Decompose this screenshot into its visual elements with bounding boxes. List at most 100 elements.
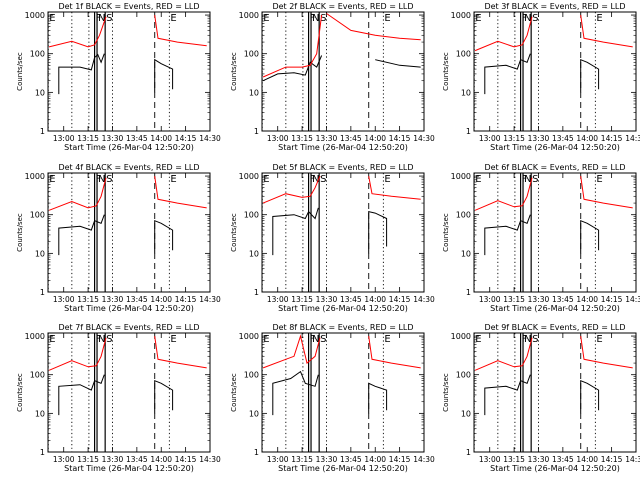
period-marker-label: E	[263, 334, 269, 345]
x-tick-label: 13:30	[316, 295, 338, 304]
x-tick-label: 13:00	[267, 134, 289, 143]
x-tick-label: 14:00	[364, 134, 386, 143]
x-tick-label: 13:45	[126, 295, 148, 304]
x-tick-label: 13:45	[552, 134, 574, 143]
y-tick-label: 1000	[239, 332, 259, 341]
lld-rate-line	[48, 177, 107, 211]
x-tick-label: 14:00	[150, 134, 172, 143]
panel-title: Det 4f BLACK = Events, RED = LLD	[58, 163, 199, 172]
x-tick-label: 13:30	[528, 455, 550, 464]
period-marker-label: E	[170, 13, 176, 24]
plot-frame	[473, 172, 637, 293]
lld-rate-line	[580, 15, 633, 48]
y-tick-label: 1	[40, 288, 45, 297]
y-axis-title: Counts/sec	[442, 373, 450, 412]
panel-title: Det 8f BLACK = Events, RED = LLD	[272, 323, 413, 332]
y-tick-label: 10	[461, 409, 471, 418]
events-rate-line	[58, 53, 105, 95]
lld-rate-line	[262, 15, 323, 78]
y-tick-label: 10	[35, 409, 45, 418]
x-tick-label: 13:45	[552, 455, 574, 464]
panel-title: Det 6f BLACK = Events, RED = LLD	[484, 163, 625, 172]
x-tick-label: 13:00	[53, 134, 75, 143]
detector-panel-7: Det 7f BLACK = Events, RED = LLD 1 10 100 10…	[16, 323, 221, 473]
y-tick-label: 1000	[25, 332, 45, 341]
events-rate-line	[368, 210, 388, 254]
x-tick-label: 13:45	[340, 295, 362, 304]
y-tick-label: 1	[466, 448, 471, 457]
x-tick-label: 14:30	[413, 295, 435, 304]
events-rate-line	[262, 55, 323, 82]
y-tick-label: 10	[461, 249, 471, 258]
x-axis-title: Start Time (26-Mar-04 12:50:20)	[64, 304, 194, 313]
period-marker-label: E	[596, 174, 602, 185]
x-tick-label: 14:30	[625, 134, 640, 143]
y-tick-label: 10	[35, 88, 45, 97]
period-marker-label: E	[475, 174, 481, 185]
x-tick-label: 13:45	[340, 134, 362, 143]
y-tick-label: 10	[249, 409, 259, 418]
lld-rate-line	[580, 176, 633, 209]
period-marker-label: N	[98, 334, 105, 345]
x-tick-label: 14:15	[601, 455, 623, 464]
lld-rate-line	[48, 337, 107, 371]
period-marker-label: S	[106, 13, 112, 24]
y-tick-label: 1000	[451, 332, 471, 341]
period-marker-label: S	[532, 334, 538, 345]
y-tick-label: 1	[254, 127, 259, 136]
period-marker-label: S	[532, 13, 538, 24]
period-marker-label: N	[312, 174, 319, 185]
y-tick-label: 10	[35, 249, 45, 258]
x-axis-title: Start Time (26-Mar-04 12:50:20)	[64, 464, 194, 473]
period-marker-label: N	[524, 13, 531, 24]
lld-rate-line	[262, 175, 321, 204]
period-marker-label: E	[263, 13, 269, 24]
y-tick-label: 1	[40, 448, 45, 457]
plot-frame	[261, 332, 425, 453]
x-axis-title: Start Time (26-Mar-04 12:50:20)	[64, 143, 194, 152]
x-tick-label: 14:30	[413, 455, 435, 464]
y-axis-title: Counts/sec	[16, 373, 24, 412]
period-marker-label: N	[524, 174, 531, 185]
x-tick-label: 13:15	[77, 455, 99, 464]
x-tick-label: 14:15	[389, 134, 411, 143]
x-tick-label: 13:30	[102, 455, 124, 464]
x-tick-label: 14:15	[601, 134, 623, 143]
period-marker-label: S	[320, 334, 326, 345]
x-tick-label: 13:00	[479, 295, 501, 304]
x-tick-label: 14:00	[150, 295, 172, 304]
panel-title: Det 3f BLACK = Events, RED = LLD	[484, 2, 625, 11]
period-marker-label: E	[596, 13, 602, 24]
detector-panel-2: Det 2f BLACK = Events, RED = LLD 1 10 100 10…	[230, 2, 435, 152]
period-marker-label: S	[106, 174, 112, 185]
x-tick-label: 13:15	[291, 455, 313, 464]
period-marker-label: S	[532, 174, 538, 185]
events-rate-line	[580, 219, 600, 254]
y-tick-label: 1000	[451, 11, 471, 20]
y-tick-label: 100	[244, 371, 259, 380]
y-axis-title: Counts/sec	[16, 52, 24, 91]
x-tick-label: 14:00	[576, 134, 598, 143]
x-tick-label: 13:45	[126, 455, 148, 464]
events-rate-line	[272, 370, 319, 416]
x-tick-label: 13:45	[552, 295, 574, 304]
x-tick-label: 14:15	[175, 134, 197, 143]
period-marker-label: F	[96, 174, 102, 185]
x-tick-label: 14:30	[625, 455, 640, 464]
y-tick-label: 100	[244, 50, 259, 59]
panel-title: Det 1f BLACK = Events, RED = LLD	[58, 2, 199, 11]
period-marker-label: F	[96, 334, 102, 345]
events-rate-line	[484, 374, 531, 416]
panel-title: Det 9f BLACK = Events, RED = LLD	[484, 323, 625, 332]
panel-title: Det 2f BLACK = Events, RED = LLD	[272, 2, 413, 11]
period-marker-label: N	[312, 334, 319, 345]
period-marker-label: F	[96, 13, 102, 24]
period-marker-label: E	[384, 334, 390, 345]
x-tick-label: 14:00	[364, 455, 386, 464]
period-marker-label: N	[98, 13, 105, 24]
x-tick-label: 13:30	[316, 455, 338, 464]
x-tick-label: 14:15	[389, 455, 411, 464]
plot-frame	[473, 11, 637, 132]
detector-panel-6: Det 6f BLACK = Events, RED = LLD 1 10 100 10…	[442, 163, 640, 313]
y-tick-label: 1000	[25, 172, 45, 181]
